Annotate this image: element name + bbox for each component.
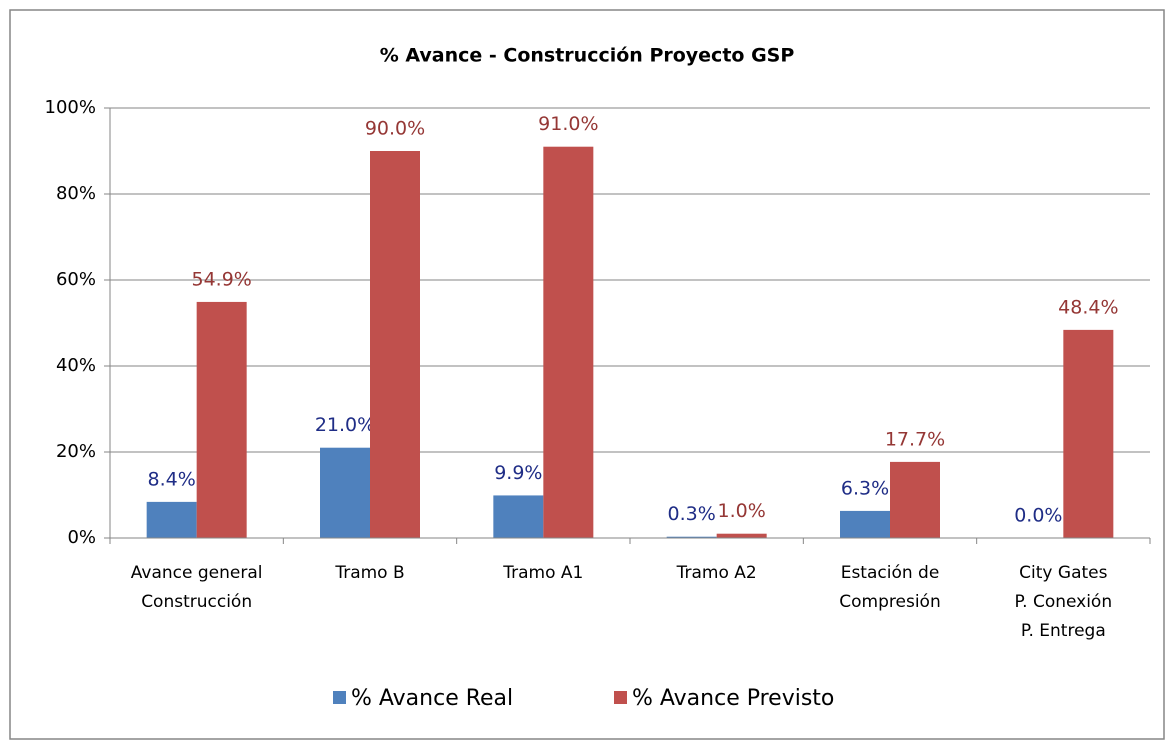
bar bbox=[543, 146, 594, 538]
x-tick-label: Construcción bbox=[141, 592, 252, 612]
x-tick-label: P. Entrega bbox=[1021, 621, 1106, 641]
value-label: 90.0% bbox=[365, 118, 425, 140]
bar bbox=[1063, 329, 1114, 538]
value-label: 0.0% bbox=[1014, 505, 1062, 527]
value-label: 21.0% bbox=[315, 414, 375, 436]
bar bbox=[146, 501, 197, 538]
x-tick-label: Avance general bbox=[131, 563, 263, 583]
value-label: 9.9% bbox=[494, 462, 542, 484]
x-tick-label: Tramo B bbox=[334, 563, 404, 583]
legend-swatch bbox=[333, 691, 346, 704]
x-tick-label: Estación de bbox=[841, 563, 940, 583]
y-tick-label: 100% bbox=[45, 97, 96, 118]
bar bbox=[493, 495, 544, 538]
value-label: 54.9% bbox=[191, 268, 251, 290]
y-tick-label: 40% bbox=[56, 355, 96, 376]
value-label: 91.0% bbox=[538, 113, 598, 135]
y-tick-label: 0% bbox=[67, 527, 96, 548]
x-tick-label: City Gates bbox=[1019, 563, 1107, 583]
y-tick-label: 20% bbox=[56, 441, 96, 462]
value-label: 1.0% bbox=[718, 500, 766, 522]
x-tick-label: Tramo A2 bbox=[676, 563, 757, 583]
bar bbox=[196, 301, 247, 538]
legend-swatch bbox=[614, 691, 627, 704]
x-tick-label: Tramo A1 bbox=[502, 563, 583, 583]
value-label: 8.4% bbox=[148, 468, 196, 490]
bar bbox=[716, 533, 767, 538]
bar bbox=[666, 536, 717, 538]
bar bbox=[840, 510, 890, 538]
chart-title: % Avance - Construcción Proyecto GSP bbox=[380, 45, 795, 67]
bar bbox=[890, 461, 940, 538]
x-tick-label: P. Conexión bbox=[1015, 592, 1113, 612]
legend-label: % Avance Previsto bbox=[632, 686, 834, 711]
value-label: 17.7% bbox=[885, 428, 945, 450]
bar bbox=[370, 151, 420, 538]
bar bbox=[320, 447, 370, 538]
x-tick-label: Compresión bbox=[839, 592, 940, 612]
value-label: 6.3% bbox=[841, 477, 889, 499]
y-tick-label: 60% bbox=[56, 269, 96, 290]
value-label: 48.4% bbox=[1058, 296, 1118, 318]
value-label: 0.3% bbox=[668, 503, 716, 525]
y-tick-label: 80% bbox=[56, 183, 96, 204]
legend-label: % Avance Real bbox=[351, 686, 513, 711]
